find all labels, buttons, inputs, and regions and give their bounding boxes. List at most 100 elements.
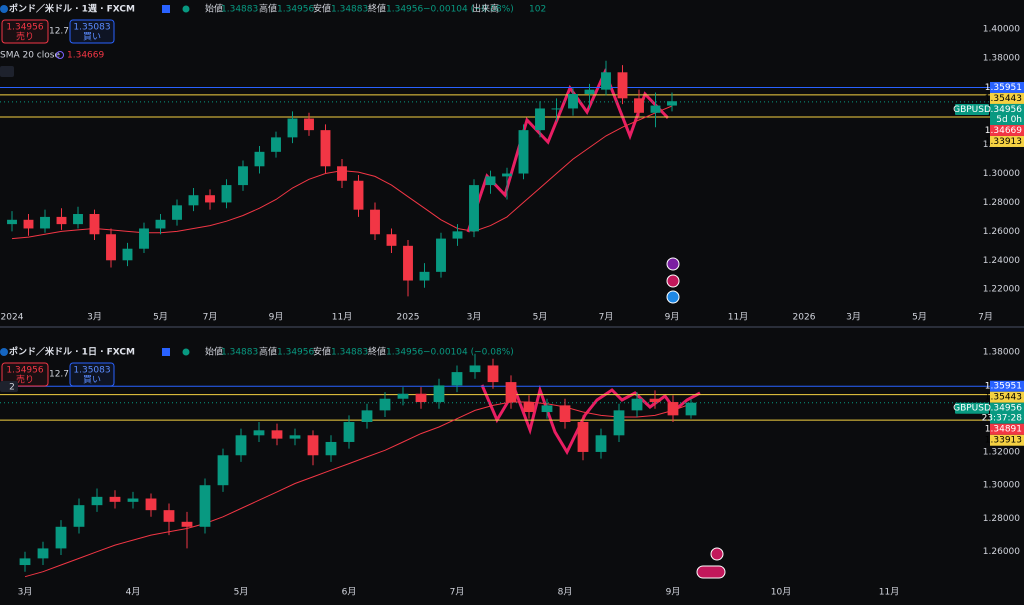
candle-body — [415, 393, 427, 403]
candle-body — [485, 176, 496, 186]
collapse-button[interactable] — [0, 66, 14, 77]
candle-body — [403, 245, 413, 281]
candle-body — [287, 118, 298, 138]
indicator-icon — [56, 51, 64, 59]
legend-high: 1.34956 — [277, 5, 314, 15]
candle-body — [19, 558, 31, 566]
x-tick-label: 3月 — [467, 312, 482, 323]
y-tick-label: 1.28000 — [983, 514, 1020, 524]
buy-price: 1.35083 — [73, 366, 110, 376]
candle-body — [649, 398, 661, 403]
y-tick-label: 1.26000 — [983, 227, 1020, 237]
x-tick-label: 9月 — [666, 587, 681, 598]
candle-body — [577, 422, 589, 452]
candle-body — [634, 98, 644, 113]
x-tick-label: 11月 — [728, 312, 748, 323]
candle-body — [89, 214, 100, 235]
x-tick-label: 2025 — [397, 313, 420, 323]
candle-body — [505, 382, 517, 403]
legend-low-label: 安値 — [313, 346, 331, 358]
x-tick-label: 3月 — [18, 587, 33, 598]
y-tick-label: 1.24000 — [983, 256, 1020, 266]
sell-button[interactable] — [1, 19, 49, 44]
collapse-button[interactable] — [0, 381, 18, 392]
candle-body — [667, 402, 679, 416]
legend-volume: 102 — [529, 5, 546, 15]
price-tag-label: 1.34956 — [985, 404, 1022, 414]
price-tag-label: 1.33913 — [985, 137, 1022, 147]
buy-button[interactable] — [69, 362, 115, 387]
sell-button[interactable] — [1, 362, 49, 387]
candle-body — [109, 496, 121, 502]
candle-body — [271, 137, 281, 152]
y-tick-label: 1.30000 — [983, 481, 1020, 491]
x-tick-label: 9月 — [665, 312, 680, 323]
candle-body — [221, 185, 232, 203]
price-tag — [990, 380, 1024, 392]
candle-body — [188, 195, 199, 206]
y-tick-label: 1.28000 — [983, 198, 1020, 208]
candle-body — [254, 151, 265, 167]
x-tick-label: 11月 — [332, 312, 352, 323]
spread: 12.7 — [49, 27, 69, 37]
symbol-tag-label: GBPUSD — [953, 105, 991, 115]
event-icon[interactable] — [666, 290, 680, 304]
candle-body — [155, 219, 166, 229]
x-tick-label: 6月 — [342, 587, 357, 598]
y-tick-label: 1.32000 — [983, 447, 1020, 457]
price-tag-label: 1.34891 — [985, 425, 1022, 435]
legend-low: 1.34883 — [331, 348, 368, 358]
candle-body — [419, 271, 430, 281]
price-tag-label: 1.34669 — [985, 126, 1022, 136]
candle-body — [320, 130, 331, 167]
legend-close-label: 終値 — [368, 346, 386, 358]
candle-body — [238, 166, 248, 186]
legend-close: 1.34956 — [386, 5, 423, 15]
x-tick-label: 7月 — [450, 587, 465, 598]
event-icons[interactable] — [666, 257, 726, 579]
candle-body — [469, 365, 481, 373]
candle-body — [122, 248, 133, 261]
x-tick-label: 5月 — [533, 312, 548, 323]
candle-body — [551, 108, 562, 110]
event-icon[interactable] — [666, 257, 680, 271]
candle-body — [451, 372, 463, 386]
legend-change: −0.00104 (−0.08%) — [423, 348, 514, 358]
candle-body — [163, 510, 175, 522]
candle-body — [370, 209, 380, 235]
candle-body — [217, 455, 229, 486]
candle-body — [235, 435, 247, 456]
buy-label: 買い — [83, 375, 101, 386]
event-icon[interactable] — [710, 547, 724, 561]
legend-close-label: 終値 — [368, 3, 386, 15]
price-tag — [990, 103, 1024, 125]
indicator-name: SMA 20 close — [0, 51, 60, 61]
event-icon[interactable] — [666, 274, 680, 288]
price-tag — [990, 135, 1024, 147]
price-tag — [990, 434, 1024, 446]
candle-body — [595, 435, 607, 452]
candle-body — [361, 410, 373, 423]
candle-body — [289, 435, 301, 439]
candle-body — [205, 195, 215, 203]
countdown: 23:37:28 — [982, 414, 1023, 424]
price-tag — [990, 423, 1024, 435]
chart-title: ポンド／米ドル · 1日 · FXCM — [9, 346, 135, 358]
sma-line — [24, 401, 692, 578]
x-tick-label: 3月 — [846, 312, 861, 323]
candle-body — [73, 214, 83, 225]
status-icon — [162, 5, 170, 13]
legend-low-label: 安値 — [313, 3, 331, 15]
legend-change: −0.00104 (−0.08%) — [423, 5, 514, 15]
price-tag — [990, 124, 1024, 136]
price-tag — [990, 81, 1024, 93]
candle-body — [650, 105, 661, 113]
candle-body — [304, 118, 314, 131]
buy-button[interactable] — [69, 19, 115, 44]
event-icon[interactable] — [696, 565, 726, 579]
candle-body — [23, 219, 34, 229]
candle-body — [568, 93, 578, 109]
status-dot — [182, 5, 190, 13]
